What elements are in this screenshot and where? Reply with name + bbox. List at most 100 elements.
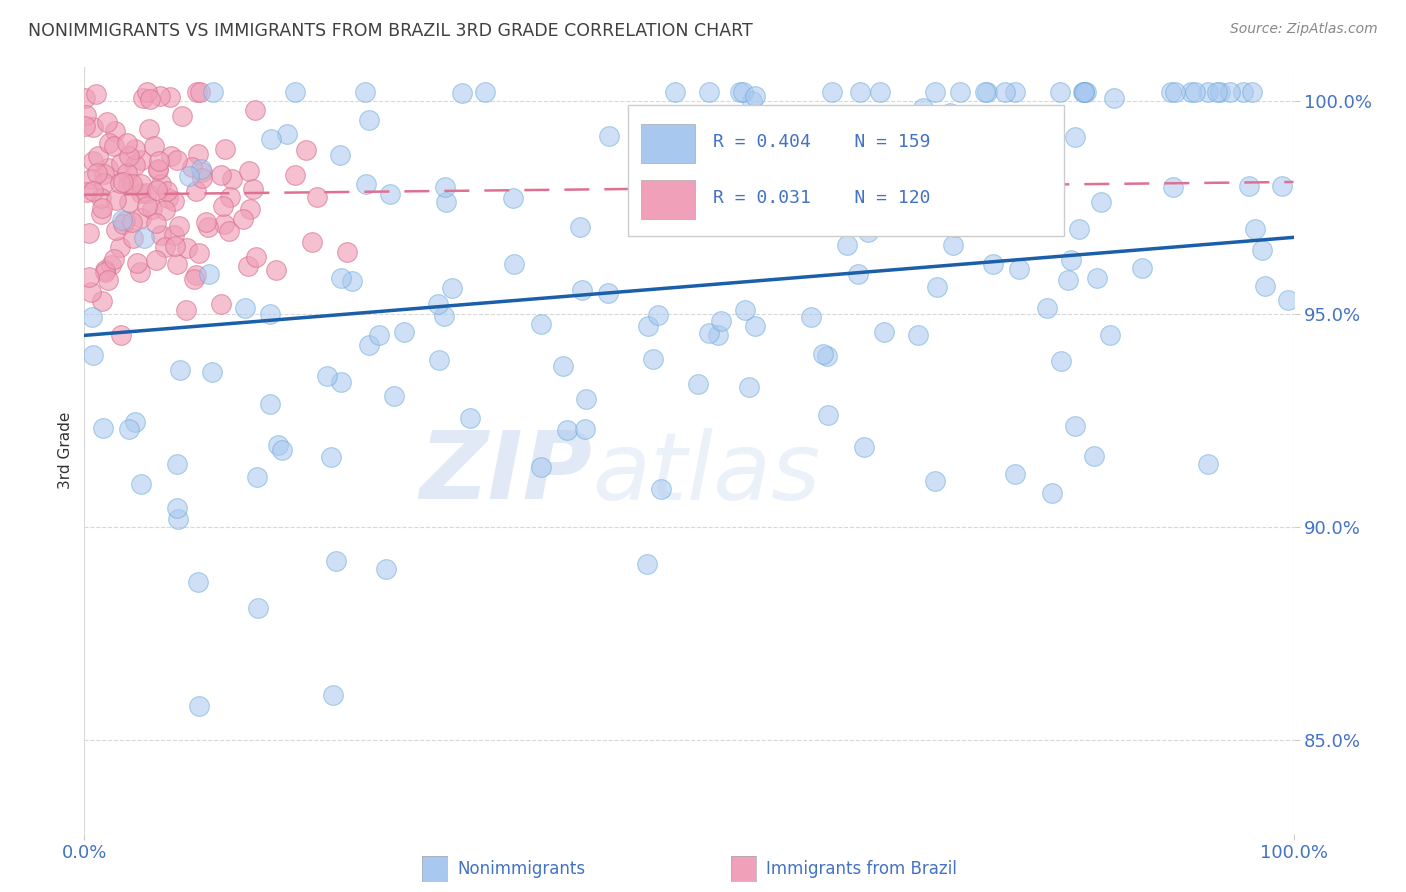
Point	[176, 303, 198, 318]
Point	[80, 172, 103, 186]
Point	[93, 176, 115, 190]
Point	[1083, 449, 1105, 463]
Point	[201, 364, 224, 378]
Point	[111, 212, 134, 227]
Point	[815, 349, 838, 363]
Point	[707, 218, 730, 232]
Point	[664, 86, 686, 100]
Point	[166, 153, 188, 168]
Point	[129, 153, 152, 168]
Point	[187, 575, 209, 590]
Point	[93, 420, 115, 434]
Point	[112, 175, 135, 189]
Point	[1012, 213, 1035, 227]
FancyBboxPatch shape	[641, 125, 695, 163]
Point	[104, 124, 127, 138]
Point	[129, 477, 152, 491]
Point	[117, 194, 139, 209]
Point	[166, 257, 188, 271]
Point	[322, 689, 344, 703]
Point	[374, 562, 396, 576]
Point	[295, 143, 318, 157]
Point	[557, 423, 579, 437]
Point	[945, 219, 967, 234]
Point	[76, 186, 98, 200]
Point	[737, 380, 759, 394]
Point	[1090, 195, 1112, 210]
Point	[146, 161, 169, 176]
Point	[149, 227, 172, 242]
Point	[440, 281, 463, 295]
Point	[114, 213, 136, 227]
Point	[75, 91, 97, 105]
Point	[650, 482, 672, 496]
FancyBboxPatch shape	[641, 180, 695, 219]
Point	[1277, 293, 1299, 308]
Point	[159, 90, 181, 104]
Point	[835, 237, 858, 252]
Point	[77, 226, 100, 240]
Point	[169, 219, 191, 233]
Point	[149, 178, 172, 192]
Point	[187, 147, 209, 161]
Text: R = 0.031    N = 120: R = 0.031 N = 120	[713, 189, 931, 207]
Point	[236, 259, 259, 273]
Point	[1180, 86, 1202, 100]
Point	[697, 326, 720, 341]
Point	[97, 161, 120, 175]
Point	[924, 474, 946, 488]
Text: Source: ZipAtlas.com: Source: ZipAtlas.com	[1230, 22, 1378, 37]
Point	[82, 120, 104, 134]
Point	[949, 86, 972, 100]
Point	[105, 223, 128, 237]
Point	[202, 86, 225, 100]
Point	[551, 359, 574, 374]
Point	[744, 88, 766, 103]
Text: R = 0.404    N = 159: R = 0.404 N = 159	[713, 133, 931, 151]
Point	[853, 440, 876, 454]
Point	[756, 156, 779, 170]
Point	[301, 235, 323, 249]
Point	[191, 171, 214, 186]
Point	[197, 220, 219, 235]
Point	[136, 199, 159, 213]
Point	[267, 438, 290, 452]
Point	[188, 698, 211, 713]
Point	[131, 177, 153, 191]
Point	[115, 136, 138, 150]
Point	[209, 297, 232, 311]
Point	[912, 102, 935, 116]
Point	[596, 286, 619, 301]
Point	[138, 122, 160, 136]
Point	[160, 149, 183, 163]
Point	[382, 389, 405, 403]
Point	[103, 252, 125, 267]
Point	[474, 86, 496, 100]
Point	[1271, 178, 1294, 193]
Point	[97, 136, 120, 150]
Point	[214, 217, 236, 231]
Point	[993, 86, 1015, 100]
Point	[1056, 273, 1078, 287]
Point	[82, 153, 104, 168]
Point	[121, 215, 143, 229]
Point	[90, 207, 112, 221]
Point	[93, 167, 115, 181]
Y-axis label: 3rd Grade: 3rd Grade	[58, 412, 73, 489]
Point	[392, 325, 415, 339]
Point	[942, 238, 965, 252]
Point	[1004, 467, 1026, 482]
Point	[319, 450, 342, 465]
Point	[1085, 271, 1108, 285]
Point	[127, 256, 149, 270]
Point	[1064, 418, 1087, 433]
Point	[434, 195, 457, 210]
Point	[129, 211, 152, 225]
Point	[110, 328, 132, 343]
Point	[817, 409, 839, 423]
Point	[118, 149, 141, 163]
Point	[163, 194, 186, 208]
Point	[1063, 130, 1085, 145]
Point	[86, 166, 108, 180]
Point	[451, 87, 474, 101]
